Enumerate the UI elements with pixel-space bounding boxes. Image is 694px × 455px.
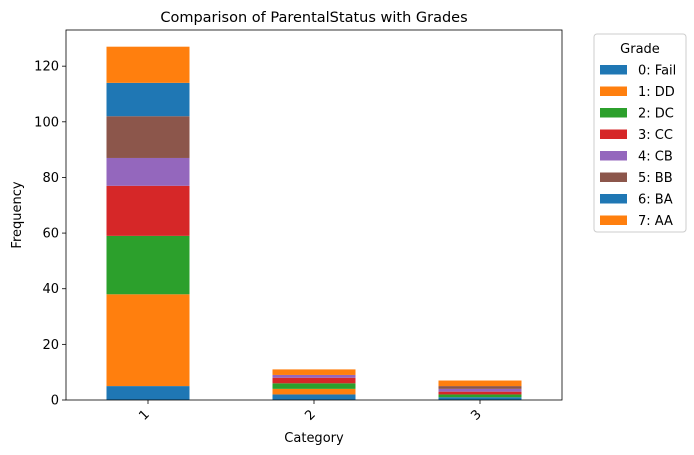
legend-swatch: [600, 86, 627, 96]
bar-cat2-series4: [272, 374, 356, 378]
bar-cat1-series1: [106, 294, 190, 387]
bar-cat2-series0: [272, 394, 356, 400]
bar-cat1-series5: [106, 116, 190, 158]
bar-cat1-series4: [106, 157, 190, 186]
legend-frame: [593, 33, 687, 233]
x-tick-label: 3: [468, 407, 484, 423]
x-tick-label: 1: [136, 407, 152, 423]
legend-swatch: [600, 172, 627, 182]
y-tick-label: 0: [51, 394, 59, 409]
bar-cat3-series7: [438, 380, 522, 387]
legend-items: 0: Fail 1: DD 2: DC 3: CC 4: CB 5: BB 6: BA 7: …: [600, 64, 676, 229]
bar-cat2-series1: [272, 388, 356, 395]
legend: Grade 0: Fail 1: DD 2: DC 3: CC 4: CB 5: BB 6:…: [593, 33, 687, 233]
bar-cat1-series2: [106, 235, 190, 295]
bar-cat3-series4: [438, 388, 522, 392]
y-tick-label: 80: [42, 171, 59, 186]
legend-label: 1: DD: [638, 85, 675, 100]
bar-cat1-series0: [106, 386, 190, 400]
legend-label: 0: Fail: [638, 64, 676, 79]
bar-cat1-series3: [106, 185, 190, 236]
chart-title: Comparison of ParentalStatus with Grades: [160, 10, 467, 26]
legend-label: 4: CB: [638, 150, 673, 165]
y-tick-label: 40: [42, 282, 59, 297]
legend-label: 6: BA: [638, 193, 673, 208]
legend-swatch: [600, 108, 627, 118]
bar-cat3-series3: [438, 391, 522, 395]
legend-swatch: [600, 215, 627, 225]
bars-group: [106, 46, 522, 400]
legend-label: 2: DC: [638, 107, 674, 122]
legend-swatch: [600, 151, 627, 161]
legend-label: 3: CC: [638, 128, 673, 143]
bar-cat1-series6: [106, 82, 190, 117]
y-tick-label: 100: [34, 115, 59, 130]
bar-cat3-series2: [438, 394, 522, 398]
bar-cat2-series2: [272, 383, 356, 389]
y-tick-label: 120: [34, 60, 59, 75]
y-tick-label: 60: [42, 227, 59, 242]
bar-cat2-series3: [272, 377, 356, 384]
y-tick-label: 20: [42, 338, 59, 353]
legend-swatch: [600, 65, 627, 75]
x-axis-label: Category: [284, 431, 344, 446]
legend-swatch: [600, 129, 627, 139]
x-tick-label: 2: [302, 407, 318, 423]
y-axis: 0 20 40 60 80 100 120: [34, 60, 66, 409]
legend-label: 7: AA: [638, 214, 673, 229]
bar-cat2-series7: [272, 369, 356, 375]
legend-swatch: [600, 194, 627, 204]
bar-cat1-series7: [106, 46, 190, 83]
y-axis-label: Frequency: [10, 181, 25, 248]
bar-cat3-series5: [438, 386, 522, 389]
legend-title: Grade: [620, 42, 660, 57]
x-axis: 1 2 3: [136, 400, 485, 424]
bar-cat3-series0: [438, 397, 522, 400]
legend-label: 5: BB: [638, 171, 673, 186]
